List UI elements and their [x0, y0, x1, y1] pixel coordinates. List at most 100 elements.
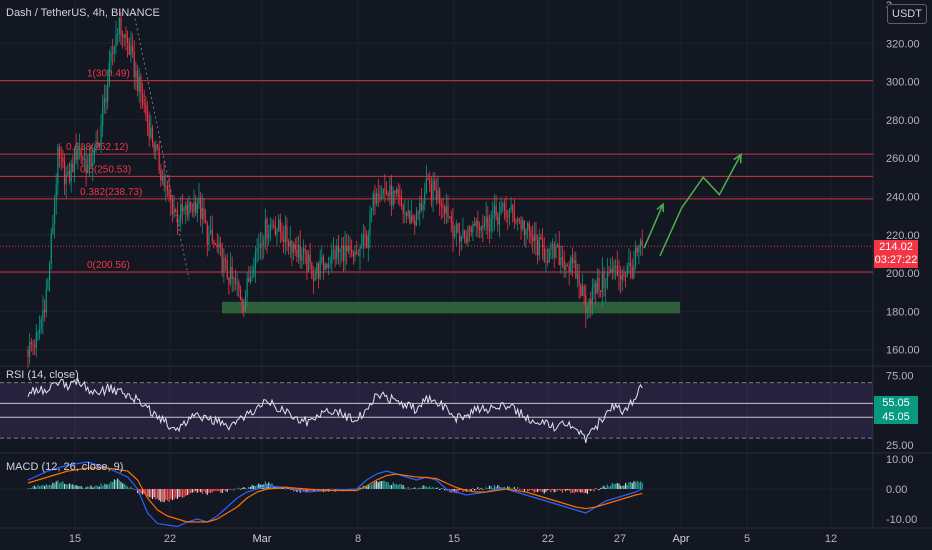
candle-body	[467, 226, 469, 243]
candle-body	[341, 245, 343, 249]
candle-body	[95, 142, 97, 148]
macd-histogram-bar	[148, 489, 150, 498]
candle-body	[417, 212, 419, 214]
candle-body	[170, 196, 172, 201]
rsi-tick-label: 75.00	[886, 371, 914, 383]
candle-body	[477, 220, 479, 229]
candle-body	[87, 164, 89, 174]
candle-body	[297, 244, 300, 257]
candle-body	[85, 159, 87, 174]
candle-body	[311, 262, 313, 280]
candle-body	[102, 107, 104, 126]
candle-body	[376, 193, 378, 204]
candle-body	[218, 243, 220, 248]
candle-body	[390, 185, 393, 206]
macd-histogram-bar	[390, 485, 393, 489]
macd-histogram-bar	[377, 482, 379, 489]
candle-body	[568, 266, 570, 272]
macd-histogram-bar	[112, 482, 114, 489]
candle-body	[208, 233, 210, 245]
candle-body	[530, 230, 532, 237]
y-tick-label: 240.00	[886, 191, 920, 203]
candle-body	[193, 202, 195, 212]
candle-body	[55, 184, 57, 202]
candle-body	[39, 328, 41, 333]
macd-histogram-bar	[560, 489, 562, 491]
candle-body	[246, 278, 248, 298]
candle-body	[203, 208, 205, 220]
macd-histogram-bar	[545, 489, 547, 492]
candle-body	[131, 45, 134, 52]
macd-histogram-bar	[596, 489, 598, 490]
candle-body	[482, 226, 484, 228]
candle-body	[261, 243, 263, 246]
macd-histogram-bar	[48, 484, 51, 489]
macd-histogram-bar	[510, 488, 512, 489]
candle-body	[560, 257, 562, 266]
macd-histogram-bar	[633, 481, 635, 489]
candle-body	[615, 265, 617, 267]
candle-body	[380, 194, 383, 198]
candle-body	[153, 142, 155, 152]
candle-body	[372, 193, 374, 209]
candle-body	[616, 265, 618, 275]
macd-histogram-bar	[78, 485, 81, 489]
macd-histogram-bar	[92, 487, 94, 489]
macd-histogram-bar	[166, 489, 169, 501]
candle-body	[146, 114, 149, 121]
macd-histogram-bar	[206, 489, 208, 495]
macd-histogram-bar	[251, 485, 253, 489]
macd-histogram-bar	[405, 489, 408, 490]
candle-body	[326, 264, 328, 268]
macd-histogram-bar	[168, 489, 170, 502]
macd-histogram-bar	[155, 489, 157, 500]
x-tick-label: 22	[164, 533, 176, 545]
macd-histogram-bar	[488, 485, 491, 489]
macd-histogram-bar	[568, 489, 570, 491]
macd-histogram-bar	[224, 489, 227, 492]
macd-histogram-bar	[185, 489, 187, 496]
macd-histogram-bar	[47, 485, 49, 489]
macd-histogram-bar	[551, 489, 554, 490]
candle-body	[462, 230, 464, 237]
candle-body	[57, 146, 59, 185]
candle-body	[130, 45, 132, 55]
candle-body	[48, 264, 51, 281]
candle-body	[108, 60, 110, 84]
candle-body	[444, 207, 446, 214]
candle-body	[550, 244, 552, 250]
macd-histogram-bar	[40, 485, 42, 489]
macd-histogram-bar	[188, 489, 190, 495]
candle-body	[460, 236, 462, 242]
candle-body	[256, 248, 258, 253]
macd-histogram-bar	[68, 483, 71, 489]
projection-arrow-short	[643, 203, 664, 249]
macd-histogram-bar	[515, 489, 517, 491]
macd-histogram-bar	[27, 488, 29, 490]
candle-body	[253, 268, 255, 277]
macd-histogram-bar	[218, 489, 220, 492]
macd-histogram-bar	[80, 486, 82, 489]
rsi-level-tag: 45.05	[874, 410, 918, 425]
macd-histogram-bar	[73, 485, 76, 489]
macd-histogram-bar	[29, 488, 31, 489]
candle-body	[83, 159, 86, 161]
macd-histogram-bar	[120, 481, 122, 489]
macd-histogram-bar	[107, 484, 109, 489]
candle-body	[488, 229, 491, 232]
candle-body	[352, 252, 354, 257]
macd-histogram-bar	[600, 487, 602, 489]
candle-body	[542, 239, 544, 248]
candle-body	[181, 204, 183, 211]
macd-histogram-bar	[425, 486, 427, 489]
candle-body	[75, 148, 77, 160]
currency-button[interactable]: USDT	[887, 4, 927, 24]
fib-level-label: 0.382(238.73)	[80, 187, 142, 198]
candle-body	[545, 260, 547, 262]
candle-body	[518, 219, 520, 221]
macd-histogram-bar	[470, 489, 472, 492]
macd-histogram-bar	[601, 486, 603, 489]
candle-body	[150, 127, 152, 138]
macd-histogram-bar	[331, 489, 333, 490]
